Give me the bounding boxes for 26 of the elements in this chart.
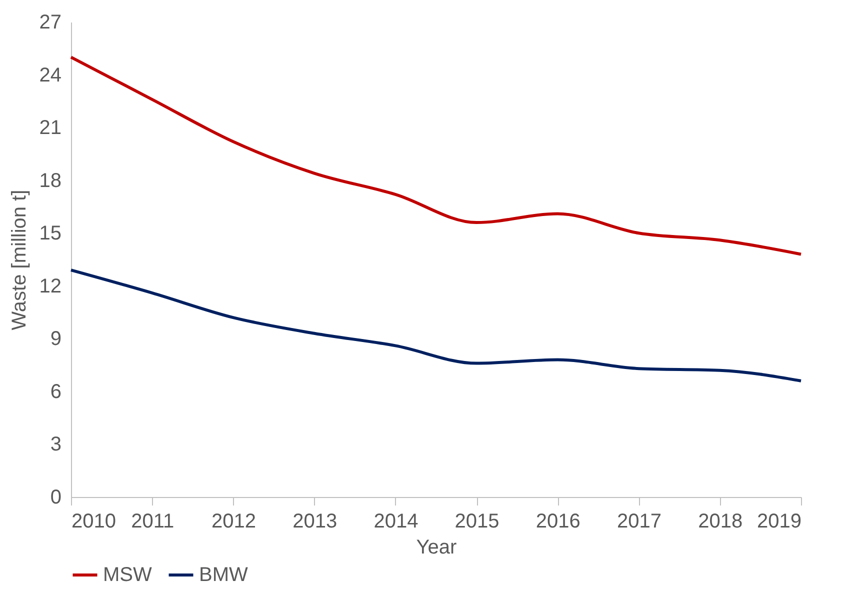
y-axis-title: Waste [million t] xyxy=(8,190,30,330)
y-tick-label: 9 xyxy=(50,328,62,350)
y-tick-label: 15 xyxy=(39,222,62,245)
legend-label: BMW xyxy=(199,564,248,586)
y-tick-label: 6 xyxy=(50,380,62,403)
x-tick-label: 2014 xyxy=(374,510,418,532)
x-tick-label: 2012 xyxy=(211,510,256,532)
y-tick-label: 0 xyxy=(50,486,62,508)
x-axis-title: Year xyxy=(416,536,458,558)
y-tick-label: 24 xyxy=(39,64,62,86)
y-tick-label: 21 xyxy=(39,117,62,140)
x-tick-label: 2016 xyxy=(536,510,580,532)
x-tick-label: 2013 xyxy=(292,510,338,532)
x-tick-label: 2018 xyxy=(698,510,743,532)
x-tick-label: 2015 xyxy=(454,510,500,532)
y-tick-label: 27 xyxy=(39,12,62,34)
y-tick-label: 12 xyxy=(39,275,62,298)
legend-label: MSW xyxy=(103,564,152,586)
x-tick-label: 2017 xyxy=(617,510,662,532)
x-tick-label: 2011 xyxy=(131,510,174,532)
y-tick-label: 3 xyxy=(50,434,62,456)
y-tick-label: 18 xyxy=(39,170,62,192)
x-tick-label: 2010 xyxy=(72,510,116,532)
line-series xyxy=(70,56,802,256)
x-tick-label: 2019 xyxy=(757,510,802,532)
line-series xyxy=(70,268,802,382)
